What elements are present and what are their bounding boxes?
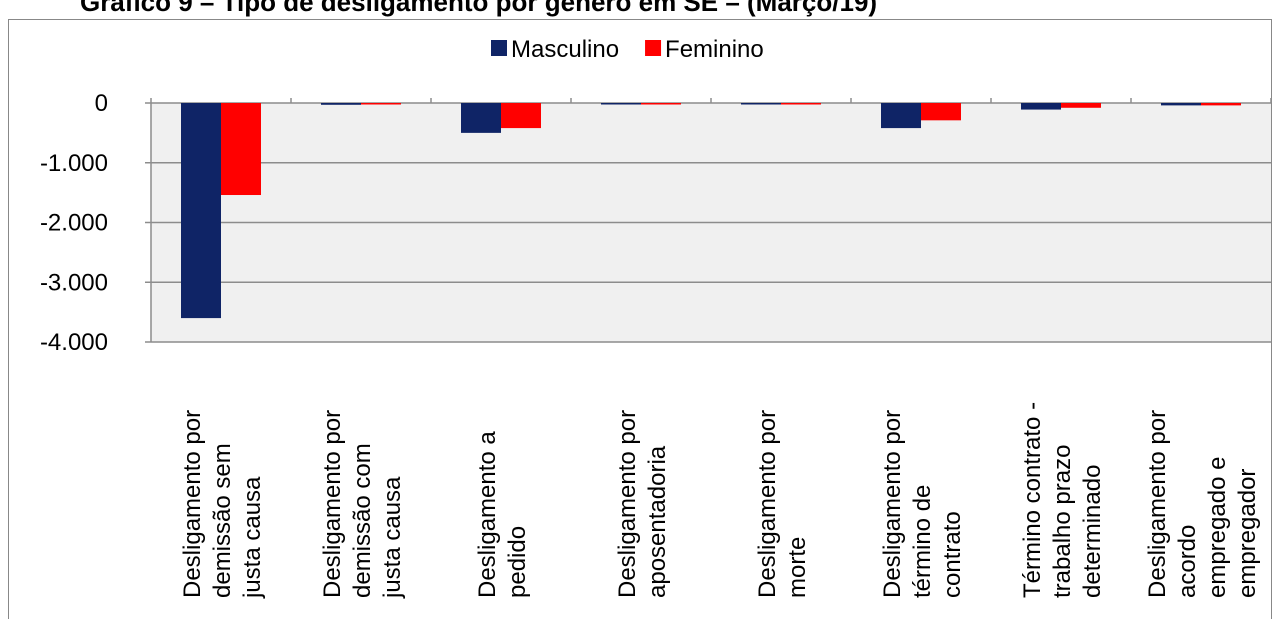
- category-label-line: Desligamento a: [474, 431, 501, 598]
- legend-swatch-feminino: [645, 40, 662, 56]
- category-label-line: morte: [784, 537, 811, 598]
- y-tick-label: -1.000: [40, 150, 108, 177]
- category-label-line: empregador: [1234, 469, 1261, 598]
- bar-masculino: [181, 103, 221, 319]
- legend-label-feminino: Feminino: [665, 36, 764, 63]
- legend-label-masculino: Masculino: [511, 36, 619, 63]
- legend: Masculino Feminino: [491, 36, 764, 63]
- y-tick-label: -4.000: [40, 329, 108, 356]
- category-label-line: empregado e: [1204, 457, 1231, 598]
- axes: [145, 98, 1272, 343]
- category-label-line: pedido: [504, 526, 531, 598]
- category-label-line: Desligamento por: [614, 410, 641, 598]
- bar-feminino: [921, 103, 961, 121]
- category-label-line: aposentadoria: [644, 445, 671, 598]
- category-label-line: Desligamento por: [179, 410, 206, 598]
- category-label-line: Término contrato -: [1019, 402, 1046, 598]
- category-label-line: Desligamento por: [879, 410, 906, 598]
- bar-feminino: [781, 103, 821, 105]
- category-label-line: trabalho prazo: [1049, 445, 1076, 598]
- category-label-line: Desligamento por: [319, 410, 346, 598]
- category-labels: Desligamento por demissão sem justa causa D…: [179, 402, 1261, 599]
- category-label-line: Desligamento por: [1144, 410, 1171, 598]
- bar-feminino: [221, 103, 261, 196]
- category-label-line: contrato: [939, 511, 966, 598]
- category-label: Desligamento a pedido: [474, 431, 531, 598]
- category-label-line: determinado: [1079, 465, 1106, 598]
- category-label-line: justa causa: [379, 476, 406, 599]
- legend-swatch-masculino: [491, 40, 507, 56]
- bar-feminino: [1061, 103, 1101, 108]
- category-label-line: Desligamento por: [754, 410, 781, 598]
- bar-masculino: [1021, 103, 1061, 110]
- bar-feminino: [641, 103, 681, 105]
- chart-title: Gráfico 9 – Tipo de desligamento por gên…: [80, 0, 878, 17]
- category-label: Desligamento por demissão sem justa causa: [179, 410, 266, 599]
- category-label: Desligamento por término de contrato: [879, 410, 966, 598]
- bar-feminino: [501, 103, 541, 129]
- category-label-line: justa causa: [239, 476, 266, 599]
- bar-masculino: [461, 103, 501, 133]
- y-tick-labels: 0 -1.000 -2.000 -3.000 -4.000: [40, 90, 108, 356]
- y-tick-label: 0: [95, 90, 108, 117]
- category-label-line: término de: [909, 485, 936, 598]
- category-label: Desligamento por acordo empregado e emprega…: [1144, 410, 1261, 598]
- y-tick-label: -2.000: [40, 210, 108, 237]
- y-tick-label: -3.000: [40, 269, 108, 296]
- category-label: Desligamento por demissão com justa causa: [319, 410, 406, 599]
- category-label-line: acordo: [1174, 525, 1201, 598]
- bar-masculino: [321, 103, 361, 105]
- bar-masculino: [741, 103, 781, 105]
- bar-masculino: [601, 103, 641, 105]
- category-label: Desligamento por morte: [754, 410, 811, 598]
- category-label: Término contrato - trabalho prazo determin…: [1019, 402, 1106, 598]
- category-label: Desligamento por aposentadoria: [614, 410, 671, 598]
- category-label-line: demissão com: [349, 443, 376, 598]
- category-label-line: demissão sem: [209, 443, 236, 598]
- bar-masculino: [1161, 103, 1201, 106]
- chart-svg: 0 -1.000 -2.000 -3.000 -4.000 Desligamento p…: [40, 36, 1272, 599]
- bar-masculino: [881, 103, 921, 129]
- bars: [181, 103, 1241, 319]
- bar-feminino: [1201, 103, 1241, 106]
- bar-feminino: [361, 103, 401, 105]
